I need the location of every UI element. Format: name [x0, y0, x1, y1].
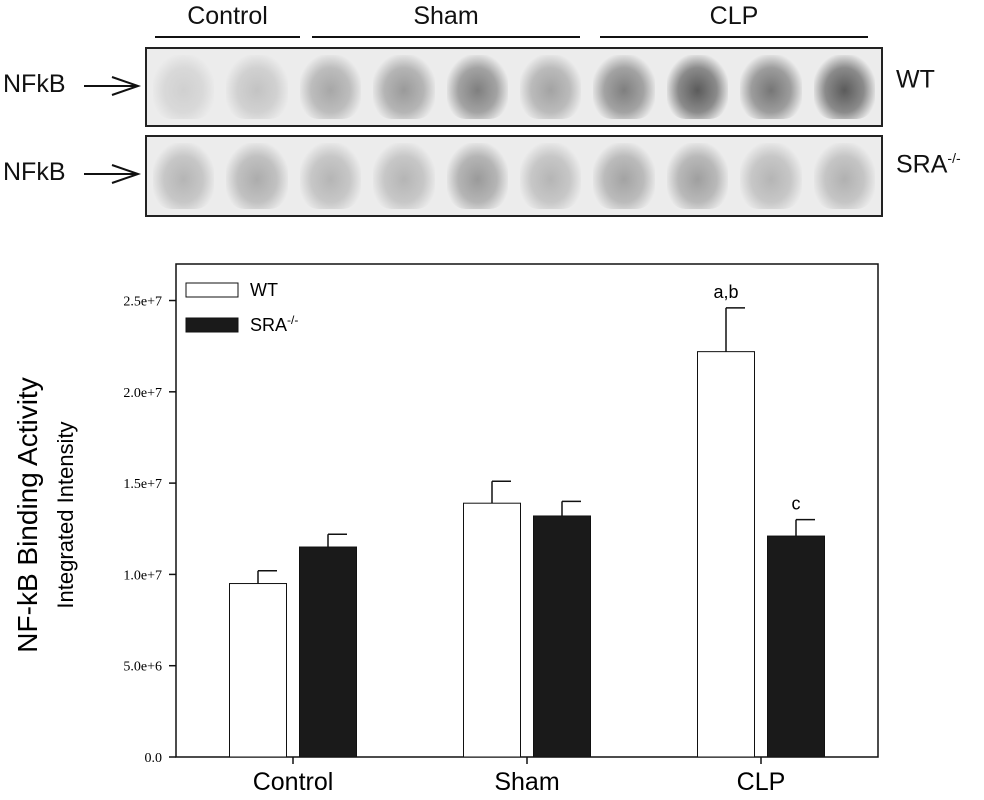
y-tick-label: 2.5e+7	[123, 295, 162, 310]
blot-row2-genotype-sup: -/-	[947, 150, 961, 166]
significance-label: c	[792, 494, 801, 514]
blot-band	[299, 55, 362, 119]
y-tick-label: 0.0	[145, 751, 163, 766]
blot-band	[593, 143, 655, 209]
arrow-right-icon	[84, 164, 142, 184]
bar	[697, 351, 755, 758]
blot-band	[666, 55, 729, 119]
arrow-right-icon	[84, 76, 142, 96]
blot-band	[813, 55, 875, 119]
legend: WT SRA-/-	[185, 280, 298, 335]
x-tick-label: CLP	[737, 768, 786, 796]
x-tick-label: Sham	[494, 768, 559, 796]
y-ticks: 0.0 5.0e+6 1.0e+7 1.5e+7 2.0e+7 2.5e+7	[123, 295, 176, 766]
bar	[463, 502, 521, 758]
y-axis-sublabel: Integrated Intensity	[53, 421, 78, 608]
blot-band	[520, 55, 582, 119]
blot-group-line-control	[155, 36, 300, 38]
blot-row2-bands	[147, 137, 881, 215]
blot-band	[299, 143, 362, 209]
legend-swatch	[185, 317, 239, 333]
bar	[533, 515, 591, 758]
blot-row1-right-label: WT	[896, 65, 935, 94]
legend-label: SRA-/-	[250, 313, 298, 335]
legend-swatch	[185, 282, 239, 298]
blot-group-label-sham: Sham	[413, 2, 479, 30]
blot-row1-genotype: WT	[896, 65, 935, 94]
blot-band	[226, 55, 288, 119]
blot-band	[740, 55, 802, 119]
legend-label-sup: -/-	[287, 313, 298, 327]
blot-group-line-sham	[312, 36, 580, 38]
blot-band	[813, 143, 875, 209]
blot-row2-right-label: SRA-/-	[896, 150, 961, 179]
blot-band	[446, 143, 508, 209]
blot-band	[226, 143, 288, 209]
blot-band	[446, 55, 508, 119]
blot-band	[153, 143, 215, 209]
bars: a,b c	[229, 282, 825, 758]
bar	[229, 583, 287, 758]
blot-band	[373, 143, 435, 209]
y-tick-label: 1.0e+7	[123, 568, 162, 583]
blot-row1-bands	[147, 49, 881, 125]
x-tick-label: Control	[253, 768, 334, 796]
blot-band	[153, 55, 215, 119]
bar-chart: NF-kB Binding Activity Integrated Intens…	[12, 263, 879, 796]
y-tick-label: 1.5e+7	[123, 477, 162, 492]
x-ticks: Control Sham CLP	[253, 757, 786, 796]
blot-row2-genotype: SRA	[896, 150, 948, 179]
blot-band	[520, 143, 582, 209]
bar	[299, 546, 357, 758]
blot-row1-image	[145, 47, 883, 127]
blot-panel: Control Sham CLP NFkB WT NFkB SRA-/-	[0, 0, 984, 230]
blot-group-line-clp	[600, 36, 868, 38]
y-tick-label: 2.0e+7	[123, 386, 162, 401]
blot-row1-left-label: NFkB	[3, 70, 66, 98]
blot-band	[593, 55, 655, 119]
y-tick-label: 5.0e+6	[123, 660, 162, 675]
blot-band	[740, 143, 802, 209]
blot-group-label-clp: CLP	[709, 2, 759, 30]
significance-label: a,b	[713, 282, 738, 302]
blot-band	[666, 143, 729, 209]
blot-band	[373, 55, 435, 119]
bar	[767, 535, 825, 758]
blot-row2-image	[145, 135, 883, 217]
blot-row2-left-label: NFkB	[3, 158, 66, 186]
legend-label: WT	[250, 280, 278, 300]
blot-group-label-control: Control	[187, 2, 268, 30]
y-axis-label: NF-kB Binding Activity	[12, 377, 43, 652]
